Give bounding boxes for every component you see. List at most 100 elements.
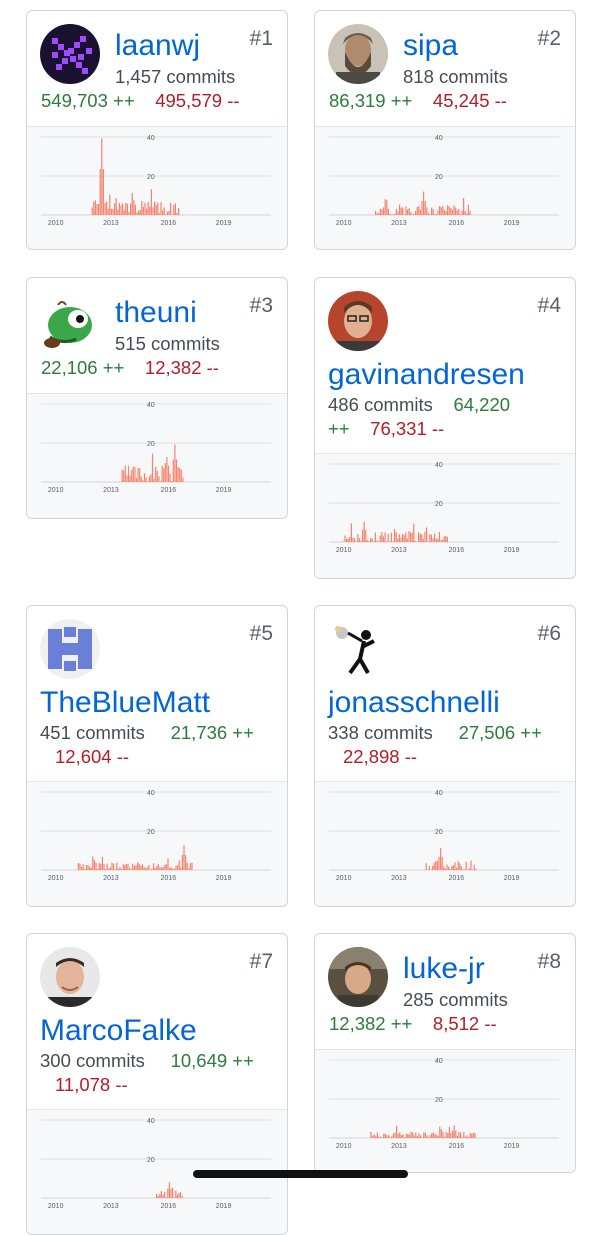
activity-bar [408, 208, 410, 215]
activity-bar [171, 214, 173, 215]
activity-bar [157, 1196, 159, 1198]
activity-bar [109, 194, 111, 215]
activity-bar [466, 1135, 468, 1138]
activity-bar [163, 207, 165, 215]
activity-bar [389, 213, 391, 215]
activity-bar [412, 1132, 414, 1138]
username-link[interactable]: MarcoFalke [40, 1014, 197, 1047]
x-tick-label: 2019 [216, 1203, 232, 1210]
y-tick-label: 20 [147, 829, 155, 836]
activity-bar [95, 862, 97, 870]
username-link[interactable]: jonasschnelli [328, 686, 500, 719]
activity-bar [167, 465, 170, 482]
activity-bar [389, 541, 391, 542]
stats-line-wrap: 12,604 -- [55, 745, 129, 769]
activity-bar [442, 539, 444, 542]
activity-bar [455, 207, 457, 215]
x-tick-label: 2013 [391, 1143, 407, 1150]
activity-bar [396, 1126, 398, 1138]
sparkline-svg: 40 20 2010 2013 2016 2019 [329, 790, 559, 882]
activity-bar [420, 1135, 422, 1138]
activity-bar [434, 533, 436, 542]
commit-activity-chart: 40 20 2010 2013 2016 2019 [315, 781, 575, 906]
avatar-TheBlueMatt[interactable] [40, 619, 100, 679]
avatar-theuni[interactable] [40, 291, 100, 351]
activity-bar [156, 470, 158, 482]
activity-bar [455, 1130, 457, 1138]
person-photo-icon [40, 947, 100, 1007]
username-link[interactable]: TheBlueMatt [40, 686, 211, 719]
avatar-MarcoFalke[interactable] [40, 947, 100, 1007]
rank-label: #7 [249, 950, 273, 973]
activity-bar [435, 860, 437, 870]
activity-bar [128, 211, 130, 215]
rank-label: #5 [249, 622, 273, 645]
activity-bar [126, 203, 128, 215]
additions-count: 10,649 ++ [170, 1050, 254, 1071]
activity-bar [464, 1136, 466, 1138]
activity-bar [352, 537, 354, 542]
x-tick-label: 2016 [161, 875, 177, 882]
stats-line: 451 commits 21,736 ++ [40, 721, 254, 745]
avatar-gavinandresen[interactable] [328, 291, 388, 351]
activity-bar [362, 529, 364, 542]
activity-bar [191, 862, 193, 870]
username-link[interactable]: sipa [403, 29, 459, 62]
username-link[interactable]: laanwj [115, 29, 201, 62]
username-link[interactable]: gavinandresen [328, 358, 525, 391]
activity-bar [444, 1136, 446, 1138]
activity-bar [104, 202, 106, 215]
activity-bar [440, 207, 442, 215]
activity-bar [154, 868, 156, 870]
activity-bar [143, 473, 146, 482]
activity-bar [413, 1135, 415, 1138]
activity-bar [106, 863, 108, 870]
activity-bar [408, 531, 410, 542]
avatar-luke-jr[interactable] [328, 947, 388, 1007]
username-link[interactable]: theuni [115, 296, 197, 329]
activity-bar [391, 214, 393, 215]
activity-bar [142, 480, 144, 482]
activity-bar [142, 206, 144, 215]
y-tick-label: 40 [147, 790, 155, 797]
activity-bar [117, 209, 119, 215]
activity-bar [472, 869, 474, 870]
activity-bar [392, 541, 394, 542]
activity-bar [120, 205, 122, 215]
activity-bar [123, 209, 125, 215]
activity-bar [426, 207, 428, 215]
home-indicator[interactable] [193, 1170, 408, 1178]
activity-bar [181, 1196, 183, 1198]
activity-bar [92, 856, 94, 870]
x-tick-label: 2019 [216, 875, 232, 882]
y-tick-label: 20 [435, 174, 443, 181]
activity-bar [135, 477, 138, 482]
avatar-sipa[interactable] [328, 24, 388, 84]
activity-bar [159, 1194, 161, 1198]
avatar-laanwj[interactable] [40, 24, 100, 84]
deletions-count: 8,512 -- [432, 1013, 497, 1034]
activity-bar [150, 189, 152, 215]
x-tick-label: 2019 [504, 220, 520, 227]
activity-bar [427, 541, 429, 542]
commit-count: 300 commits [40, 1050, 145, 1071]
activity-bar [443, 866, 445, 870]
activity-bar [82, 864, 84, 870]
activity-bar [458, 1131, 460, 1138]
username-link[interactable]: luke-jr [403, 952, 485, 985]
activity-bar [115, 197, 117, 215]
activity-bar [137, 467, 139, 482]
avatar-jonasschnelli[interactable] [328, 619, 388, 679]
activity-bar [116, 862, 118, 870]
activity-bar [84, 869, 86, 870]
activity-bar [459, 863, 461, 870]
activity-bar [93, 859, 95, 870]
activity-bar [151, 453, 154, 482]
x-tick-label: 2016 [161, 220, 177, 227]
activity-bar [125, 202, 127, 215]
activity-bar [176, 1194, 178, 1198]
x-tick-label: 2019 [216, 220, 232, 227]
activity-bar [465, 861, 467, 870]
rank-label: #2 [537, 27, 561, 50]
activity-bar [426, 527, 428, 542]
